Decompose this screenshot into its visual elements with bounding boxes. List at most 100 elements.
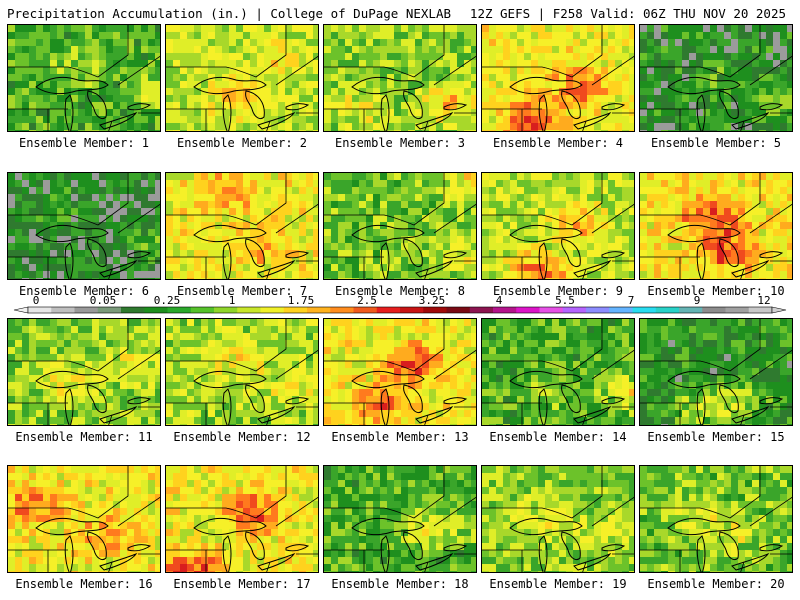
lake-outline [35, 224, 109, 243]
lake-outline [719, 384, 739, 414]
lake-outline [601, 544, 626, 552]
colorbar-swatch [702, 307, 726, 313]
ensemble-member-label: Ensemble Member: 20 [647, 577, 785, 591]
colorbar-swatch [144, 307, 168, 313]
ensemble-member-map [481, 172, 635, 280]
lake-outline [222, 94, 232, 131]
colorbar-swatch [353, 307, 378, 313]
ensemble-member-map [7, 24, 161, 132]
lake-outline [87, 531, 107, 561]
lake-outline [561, 531, 581, 561]
colorbar-swatch [121, 307, 145, 313]
precipitation-field [166, 466, 318, 572]
lake-outline [509, 224, 583, 243]
lake-outline [667, 76, 741, 95]
state-border [8, 319, 129, 372]
precipitation-field [482, 25, 634, 131]
lake-outline [99, 111, 138, 130]
ensemble-member-label: Ensemble Member: 9 [492, 284, 624, 298]
lake-outline [245, 238, 265, 268]
lake-outline [127, 544, 152, 552]
lake-outline [731, 405, 770, 424]
ensemble-member-map [323, 318, 477, 426]
precipitation-field [640, 319, 792, 425]
lake-outline [509, 370, 583, 389]
colorbar-tick-label: 0 [32, 294, 40, 307]
state-border [8, 466, 129, 519]
colorbar-swatch [330, 307, 354, 313]
precipitation-field [324, 25, 476, 131]
lake-outline [403, 90, 423, 120]
state-border [117, 55, 160, 86]
lake-outline [696, 94, 706, 131]
precipitation-field [482, 466, 634, 572]
ensemble-member-label: Ensemble Member: 16 [15, 577, 153, 591]
lake-outline [222, 388, 232, 425]
lake-outline [719, 238, 739, 268]
lake-outline [443, 397, 468, 405]
precipitation-field [482, 173, 634, 279]
lake-outline [257, 111, 296, 130]
precipitation-field [8, 173, 160, 279]
lake-outline [127, 251, 152, 259]
lake-outline [573, 259, 612, 278]
precipitation-field [8, 25, 160, 131]
lake-outline [245, 531, 265, 561]
lake-outline [87, 238, 107, 268]
colorbar-swatch [655, 307, 680, 313]
state-border [324, 25, 445, 78]
colorbar-swatch [748, 307, 773, 313]
state-border [482, 319, 603, 372]
lake-outline [509, 76, 583, 95]
state-border [749, 349, 792, 380]
lake-outline [667, 224, 741, 243]
lake-outline [64, 535, 74, 572]
colorbar-swatch [74, 307, 99, 313]
ensemble-member-label: Ensemble Member: 8 [334, 284, 466, 298]
lake-outline [351, 517, 425, 536]
colorbar-swatch [469, 307, 494, 313]
lake-outline [87, 90, 107, 120]
state-border [640, 466, 761, 519]
state-border [117, 349, 160, 380]
ensemble-member-label: Ensemble Member: 5 [650, 136, 782, 150]
lake-outline [601, 397, 626, 405]
lake-outline [193, 370, 267, 389]
state-border [275, 55, 318, 86]
state-border [8, 25, 129, 78]
state-border [324, 319, 445, 372]
lake-outline [99, 259, 138, 278]
ensemble-member-map [639, 24, 793, 132]
colorbar-tick-label: 1.75 [287, 294, 315, 307]
lake-outline [64, 388, 74, 425]
state-border [482, 25, 603, 78]
lake-outline [667, 370, 741, 389]
colorbar-tick-label: 1 [228, 294, 236, 307]
precipitation-field [8, 466, 160, 572]
lake-outline [380, 535, 390, 572]
colorbar-tick-label: 4 [495, 294, 503, 307]
state-border [482, 173, 603, 226]
state-border [749, 203, 792, 234]
lake-outline [64, 94, 74, 131]
ensemble-member-label: Ensemble Member: 6 [18, 284, 150, 298]
lake-outline [538, 388, 548, 425]
lake-outline [415, 259, 454, 278]
colorbar-tick-label: 0.25 [153, 294, 181, 307]
colorbar-tick-label: 12 [757, 294, 771, 307]
lake-outline [538, 535, 548, 572]
lake-outline [601, 251, 626, 259]
ensemble-member-map [7, 172, 161, 280]
lake-outline [257, 259, 296, 278]
ensemble-member-label: Ensemble Member: 4 [492, 136, 624, 150]
colorbar-swatch [28, 307, 52, 313]
lake-outline [731, 259, 770, 278]
state-border [482, 466, 603, 519]
lake-outline [667, 517, 741, 536]
lake-outline [719, 90, 739, 120]
lake-outline [403, 531, 423, 561]
precipitation-field [324, 173, 476, 279]
state-border [166, 466, 287, 519]
state-border [591, 203, 634, 234]
colorbar-tick-label: 7 [627, 294, 635, 307]
